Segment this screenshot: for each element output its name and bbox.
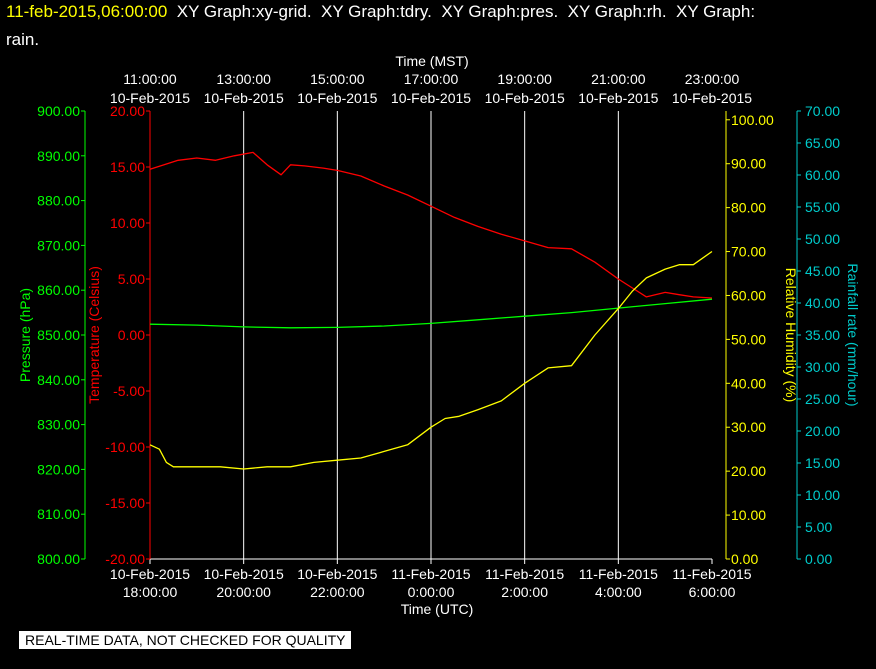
top-axis-tick-time: 19:00:00	[497, 71, 552, 87]
bottom-axis-tick-date: 11-Feb-2015	[391, 566, 470, 582]
humidity-axis-tick-label: 50.00	[731, 331, 766, 347]
pressure-axis-tick-label: 900.00	[37, 103, 80, 119]
bottom-axis-tick-time: 0:00:00	[408, 584, 455, 600]
temperature-axis-tick-label: -5.00	[113, 383, 145, 399]
pressure-axis-tick-label: 870.00	[37, 237, 80, 253]
humidity-axis-tick-label: 100.00	[731, 112, 774, 128]
temperature-axis-label: Temperature (Celsius)	[86, 266, 102, 404]
rainfall-axis-tick-label: 60.00	[805, 167, 840, 183]
temperature-axis-tick-label: 10.00	[110, 215, 145, 231]
chart-timestamp: 11-feb-2015,06:00:00	[6, 2, 168, 21]
rainfall-axis-tick-label: 40.00	[805, 295, 840, 311]
humidity-axis-tick-label: 70.00	[731, 244, 766, 260]
rainfall-axis-tick-label: 5.00	[805, 519, 832, 535]
top-axis-tick-date: 10-Feb-2015	[297, 90, 377, 106]
bottom-axis-tick-time: 2:00:00	[501, 584, 548, 600]
bottom-axis-tick-date: 10-Feb-2015	[110, 566, 190, 582]
rainfall-axis-tick-label: 10.00	[805, 487, 840, 503]
pressure-axis-label: Pressure (hPa)	[17, 288, 33, 382]
bottom-axis-label: Time (UTC)	[401, 601, 474, 617]
temperature-axis-tick-label: -20.00	[105, 551, 145, 567]
top-axis-label: Time (MST)	[395, 53, 468, 69]
bottom-axis-tick-date: 11-Feb-2015	[485, 566, 564, 582]
rainfall-axis-tick-label: 35.00	[805, 327, 840, 343]
rainfall-axis-tick-label: 20.00	[805, 423, 840, 439]
humidity-axis-tick-label: 40.00	[731, 375, 766, 391]
humidity-axis-tick-label: 30.00	[731, 419, 766, 435]
temperature-axis-tick-label: -10.00	[105, 439, 145, 455]
pressure-axis-tick-label: 820.00	[37, 461, 80, 477]
bottom-axis-tick-date: 10-Feb-2015	[204, 566, 284, 582]
top-axis-tick-date: 10-Feb-2015	[110, 90, 190, 106]
rainfall-axis-tick-label: 25.00	[805, 391, 840, 407]
pressure-axis-tick-label: 860.00	[37, 282, 80, 298]
humidity-axis-tick-label: 90.00	[731, 156, 766, 172]
top-axis-tick-date: 10-Feb-2015	[391, 90, 471, 106]
chart-title-continuation: rain.	[6, 30, 40, 49]
rainfall-axis-tick-label: 55.00	[805, 199, 840, 215]
rainfall-axis-tick-label: 50.00	[805, 231, 840, 247]
humidity-axis-tick-label: 10.00	[731, 507, 766, 523]
bottom-axis-tick-time: 22:00:00	[310, 584, 365, 600]
humidity-axis-label: Relative Humidity (%)	[783, 268, 799, 403]
pressure-axis-tick-label: 830.00	[37, 417, 80, 433]
temperature-axis-tick-label: 15.00	[110, 159, 145, 175]
rainfall-axis-tick-label: 15.00	[805, 455, 840, 471]
top-axis-tick-time: 17:00:00	[404, 71, 459, 87]
chart-title: 11-feb-2015,06:00:00 XY Graph:xy-grid. X…	[6, 2, 755, 22]
temperature-series-line	[149, 151, 713, 299]
temperature-axis-tick-label: 5.00	[118, 271, 145, 287]
bottom-axis-tick-time: 4:00:00	[595, 584, 642, 600]
chart-title-graph-list: XY Graph:xy-grid. XY Graph:tdry. XY Grap…	[167, 2, 756, 21]
bottom-axis-tick-date: 11-Feb-2015	[579, 566, 658, 582]
pressure-axis-tick-label: 840.00	[37, 372, 80, 388]
top-axis-tick-date: 10-Feb-2015	[578, 90, 658, 106]
humidity-axis-tick-label: 20.00	[731, 463, 766, 479]
rainfall-axis-tick-label: 45.00	[805, 263, 840, 279]
temperature-axis-tick-label: 0.00	[118, 327, 145, 343]
top-axis-tick-date: 10-Feb-2015	[485, 90, 565, 106]
pressure-axis-tick-label: 890.00	[37, 148, 80, 164]
pressure-axis-tick-label: 880.00	[37, 193, 80, 209]
bottom-axis-tick-time: 6:00:00	[689, 584, 736, 600]
rainfall-axis-tick-label: 70.00	[805, 103, 840, 119]
rainfall-axis-tick-label: 0.00	[805, 551, 832, 567]
humidity-axis-tick-label: 80.00	[731, 200, 766, 216]
temperature-axis-tick-label: -15.00	[105, 495, 145, 511]
bottom-axis-tick-date: 11-Feb-2015	[672, 566, 751, 582]
relative-humidity-series-line	[149, 250, 713, 470]
pressure-axis-tick-label: 810.00	[37, 506, 80, 522]
rainfall-axis-tick-label: 65.00	[805, 135, 840, 151]
rainfall-axis-tick-label: 30.00	[805, 359, 840, 375]
top-axis-tick-time: 15:00:00	[310, 71, 365, 87]
humidity-axis-tick-label: 60.00	[731, 287, 766, 303]
pressure-axis-tick-label: 800.00	[37, 551, 80, 567]
bottom-axis-tick-date: 10-Feb-2015	[297, 566, 377, 582]
top-axis-tick-date: 10-Feb-2015	[204, 90, 284, 106]
bottom-axis-tick-time: 18:00:00	[123, 584, 178, 600]
top-axis-tick-time: 13:00:00	[216, 71, 271, 87]
top-axis-tick-time: 23:00:00	[685, 71, 740, 87]
bottom-axis-tick-time: 20:00:00	[216, 584, 271, 600]
top-axis-tick-time: 21:00:00	[591, 71, 646, 87]
temperature-axis-tick-label: 20.00	[110, 103, 145, 119]
pressure-axis-tick-label: 850.00	[37, 327, 80, 343]
rainfall-axis-label: Rainfall rate (mm/hour)	[845, 263, 861, 406]
humidity-axis-tick-label: 0.00	[731, 551, 758, 567]
quality-disclaimer: REAL-TIME DATA, NOT CHECKED FOR QUALITY	[19, 631, 352, 649]
top-axis-tick-time: 11:00:00	[123, 71, 177, 87]
top-axis-tick-date: 10-Feb-2015	[672, 90, 752, 106]
